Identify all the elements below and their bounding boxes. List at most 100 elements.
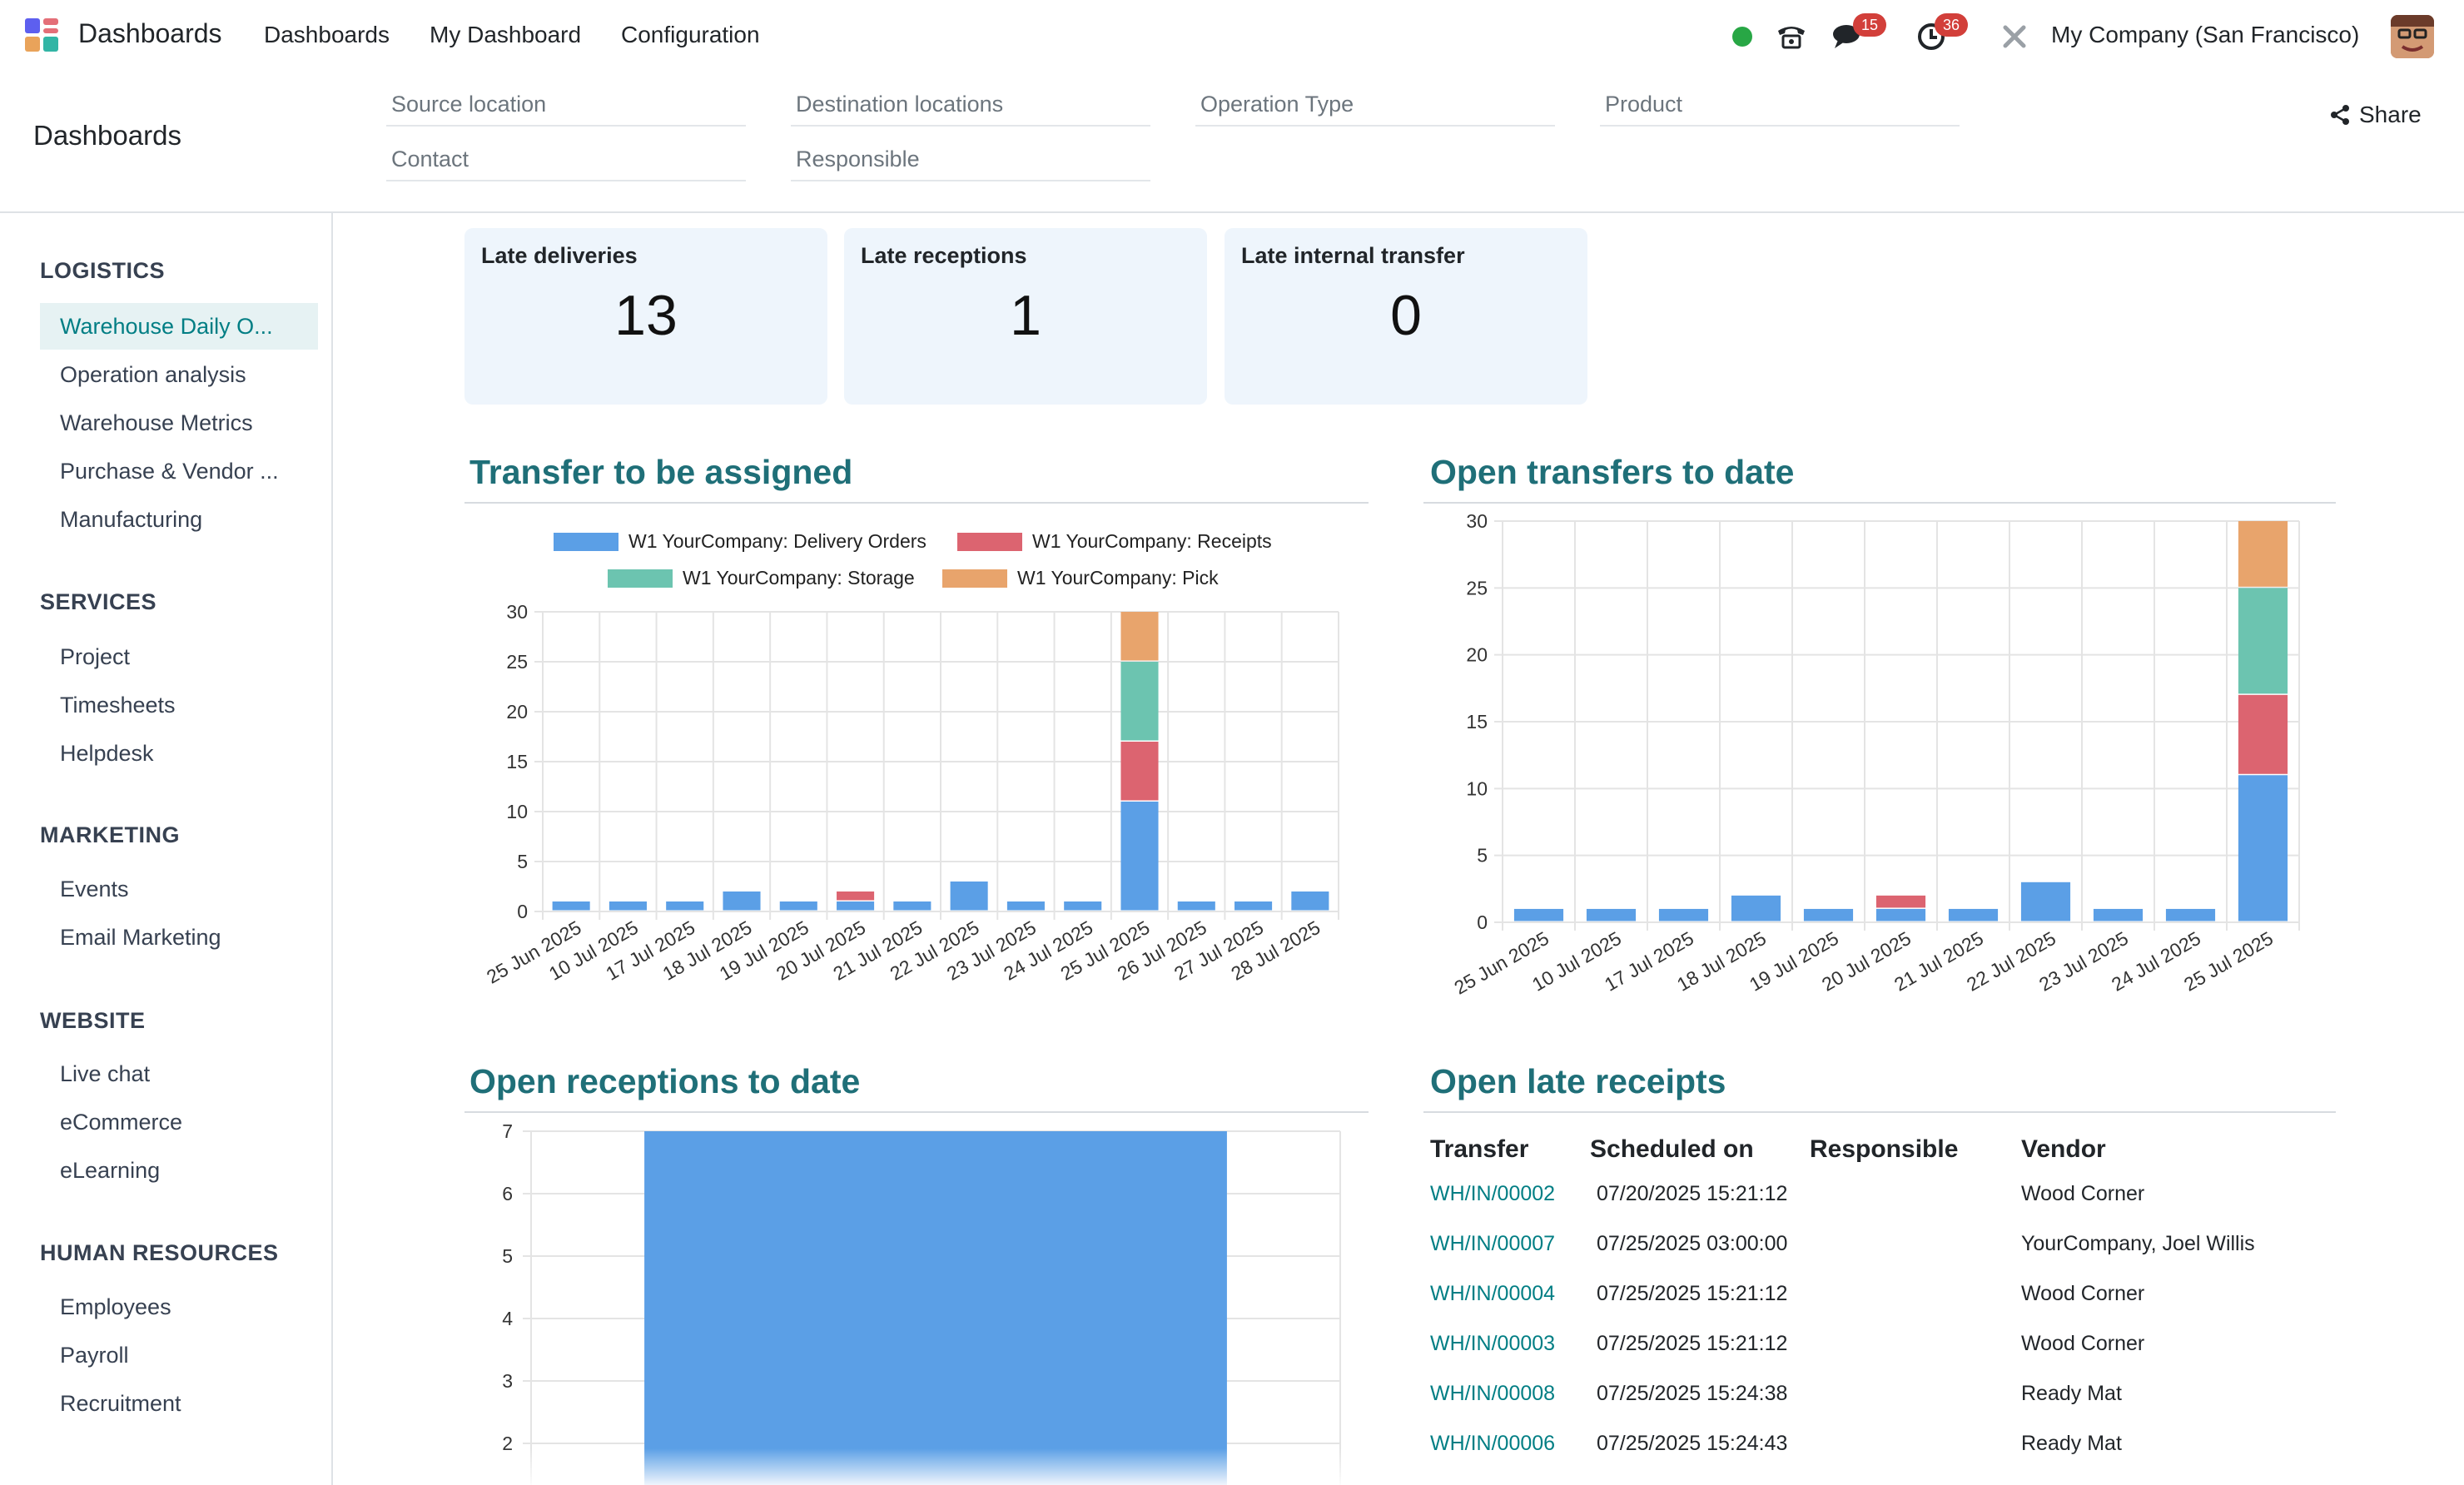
bar-segment	[2093, 908, 2144, 921]
y-tick-label: 10	[506, 801, 528, 822]
bar-segment	[666, 901, 704, 911]
bar-segment	[1875, 908, 1926, 921]
y-tick-label: 15	[506, 751, 528, 772]
sidebar-item-employees[interactable]: Employees	[60, 1294, 171, 1319]
cell-transfer-link[interactable]: WH/IN/00007	[1430, 1232, 1556, 1255]
cell-vendor: Wood Corner	[2021, 1332, 2145, 1355]
y-tick-label: 0	[517, 901, 528, 922]
share-button[interactable]: Share	[2329, 102, 2422, 128]
bar-segment	[1658, 908, 1709, 921]
y-tick-label: 5	[502, 1245, 513, 1267]
panel-title-open-transfers-to-date: Open transfers to date	[1430, 453, 1795, 491]
bar-segment	[2238, 694, 2288, 774]
scroll-fade	[333, 1448, 2464, 1485]
y-tick-label: 25	[1466, 577, 1488, 598]
messages-badge: 15	[1853, 13, 1887, 37]
control-panel: Dashboards Source location Destination l…	[0, 73, 2464, 213]
company-switcher[interactable]: My Company (San Francisco)	[2051, 22, 2360, 47]
sidebar-item-live-chat[interactable]: Live chat	[60, 1061, 151, 1086]
filter-destination-locations[interactable]: Destination locations	[791, 87, 1150, 127]
sidebar-item-email-marketing[interactable]: Email Marketing	[60, 925, 221, 950]
column-header-transfer[interactable]: Transfer	[1430, 1135, 1529, 1163]
cell-transfer-link[interactable]: WH/IN/00008	[1430, 1382, 1556, 1405]
sidebar-section-human-resources: HUMAN RESOURCES	[40, 1240, 279, 1265]
panel-title-open-late-receipts: Open late receipts	[1430, 1062, 1726, 1100]
bar-segment	[1875, 895, 1926, 908]
filter-product[interactable]: Product	[1600, 87, 1960, 127]
user-avatar[interactable]	[2391, 15, 2434, 58]
column-header-scheduled-on[interactable]: Scheduled on	[1590, 1135, 1754, 1163]
y-tick-label: 4	[502, 1308, 513, 1329]
sidebar-item-warehouse-metrics[interactable]: Warehouse Metrics	[60, 410, 253, 435]
sidebar-item-timesheets[interactable]: Timesheets	[60, 693, 176, 718]
menu-my-dashboard[interactable]: My Dashboard	[430, 22, 582, 47]
kpi-late-internal-transfer[interactable]: Late internal transfer 0	[1225, 228, 1587, 405]
filter-responsible[interactable]: Responsible	[791, 142, 1150, 181]
cell-vendor: Ready Mat	[2021, 1382, 2122, 1405]
phone-icon[interactable]	[1773, 20, 1810, 53]
sidebar-item-elearning[interactable]: eLearning	[60, 1158, 161, 1183]
app-menu-icon[interactable]	[25, 18, 62, 55]
column-header-vendor[interactable]: Vendor	[2021, 1135, 2106, 1163]
sidebar-item-operation-analysis[interactable]: Operation analysis	[60, 362, 246, 387]
column-header-responsible[interactable]: Responsible	[1810, 1135, 1959, 1163]
top-navbar: Dashboards Dashboards My Dashboard Confi…	[0, 0, 2464, 73]
app-name[interactable]: Dashboards	[78, 18, 222, 48]
filter-operation-type[interactable]: Operation Type	[1195, 87, 1555, 127]
bar-segment	[1120, 662, 1159, 741]
y-tick-label: 15	[1466, 711, 1488, 733]
sidebar-item-recruitment[interactable]: Recruitment	[60, 1391, 181, 1416]
kpi-title: Late internal transfer	[1241, 243, 1465, 268]
panel-divider	[464, 502, 1369, 504]
cell-scheduled-on: 07/20/2025 15:21:12	[1597, 1182, 1788, 1205]
y-tick-label: 10	[1466, 777, 1488, 799]
panel-title-open-receptions-to-date: Open receptions to date	[469, 1062, 861, 1100]
y-tick-label: 20	[1466, 644, 1488, 666]
messages-icon[interactable]	[1830, 20, 1866, 53]
bar-segment	[1803, 908, 1854, 921]
sidebar-item-purchase-vendor[interactable]: Purchase & Vendor ...	[60, 459, 279, 484]
bar-segment	[1006, 901, 1045, 911]
y-tick-label: 20	[506, 701, 528, 723]
kpi-late-deliveries[interactable]: Late deliveries 13	[464, 228, 827, 405]
filter-contact[interactable]: Contact	[386, 142, 746, 181]
menu-dashboards[interactable]: Dashboards	[264, 22, 390, 47]
panel-divider	[1423, 1111, 2336, 1113]
legend-label: W1 YourCompany: Receipts	[1032, 530, 1272, 552]
bar-segment	[644, 1131, 1227, 1485]
filter-source-location[interactable]: Source location	[386, 87, 746, 127]
sidebar-item-ecommerce[interactable]: eCommerce	[60, 1110, 183, 1135]
panel-title-transfer-to-be-assigned: Transfer to be assigned	[469, 453, 853, 491]
debug-tools-icon[interactable]	[1998, 20, 2031, 53]
kpi-value: 0	[1390, 284, 1422, 347]
menu-configuration[interactable]: Configuration	[621, 22, 760, 47]
activities-clock-icon[interactable]	[1915, 20, 1948, 53]
y-tick-label: 7	[502, 1120, 513, 1142]
bar-segment	[1120, 802, 1159, 911]
sidebar-item-payroll[interactable]: Payroll	[60, 1343, 129, 1368]
sidebar-item-helpdesk[interactable]: Helpdesk	[60, 741, 154, 766]
cell-transfer-link[interactable]: WH/IN/00002	[1430, 1182, 1556, 1205]
sidebar-item-project[interactable]: Project	[60, 644, 131, 669]
y-tick-label: 30	[506, 601, 528, 623]
kpi-title: Late deliveries	[481, 243, 638, 268]
bar-segment	[2165, 908, 2216, 921]
cell-vendor: YourCompany, Joel Willis	[2021, 1232, 2255, 1255]
legend-label: W1 YourCompany: Storage	[683, 567, 915, 589]
sidebar-item-events[interactable]: Events	[60, 877, 129, 901]
cell-transfer-link[interactable]: WH/IN/00004	[1430, 1282, 1556, 1305]
bar-segment	[779, 901, 817, 911]
cell-transfer-link[interactable]: WH/IN/00003	[1430, 1332, 1556, 1355]
bar-segment	[2238, 588, 2288, 694]
bar-segment	[1513, 908, 1564, 921]
cell-scheduled-on: 07/25/2025 15:24:38	[1597, 1382, 1788, 1405]
sidebar-item-manufacturing[interactable]: Manufacturing	[60, 507, 203, 532]
bar-segment	[1120, 612, 1159, 661]
kpi-late-receptions[interactable]: Late receptions 1	[844, 228, 1207, 405]
sidebar-item-warehouse-daily-operations[interactable]: Warehouse Daily O...	[40, 303, 318, 350]
cell-scheduled-on: 07/25/2025 03:00:00	[1597, 1232, 1788, 1255]
kpi-title: Late receptions	[861, 243, 1027, 268]
